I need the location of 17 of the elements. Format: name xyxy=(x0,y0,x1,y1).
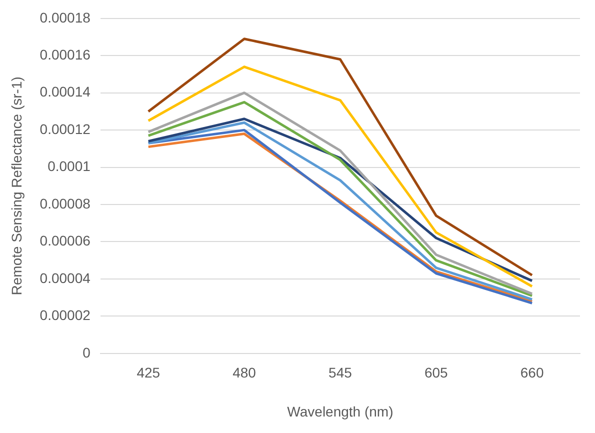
y-tick-label: 0.00014 xyxy=(40,84,91,100)
x-tick-label: 425 xyxy=(136,364,160,381)
y-tick-label: 0.00016 xyxy=(40,46,91,62)
y-tick-label: 0 xyxy=(82,344,91,360)
y-tick-label: 0.0001 xyxy=(48,158,91,174)
x-tick-label: 660 xyxy=(520,364,544,381)
y-tick-label: 0.00018 xyxy=(40,9,91,26)
y-axis-title: Remote Sensing Reflectance (sr-1) xyxy=(8,76,24,296)
y-tick-label: 0.00002 xyxy=(40,307,91,324)
y-tick-label: 0.00012 xyxy=(40,120,91,137)
x-tick-label: 480 xyxy=(232,364,256,381)
x-axis-title: Wavelength (nm) xyxy=(287,403,394,420)
x-tick-label: 605 xyxy=(424,364,448,381)
y-tick-label: 0.00006 xyxy=(40,232,91,249)
y-tick-label: 0.00004 xyxy=(40,270,91,286)
y-tick-label: 0.00008 xyxy=(40,195,91,212)
x-tick-label: 545 xyxy=(328,364,352,381)
